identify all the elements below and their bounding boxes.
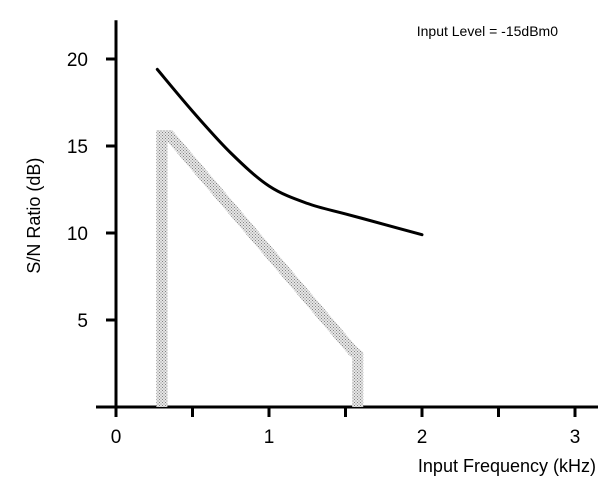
y-tick-label: 20 [67, 50, 88, 71]
labels: 0 1 2 3 5 10 15 20 Input Frequency (kHz) S/N Rati… [24, 23, 596, 476]
x-tick-label: 1 [264, 427, 275, 448]
input-level-annotation: Input Level = -15dBm0 [417, 23, 558, 39]
y-tick-label: 5 [77, 311, 88, 332]
axes [96, 20, 598, 417]
y-tick-label: 10 [67, 224, 88, 245]
x-tick-label: 2 [417, 427, 428, 448]
series-layer [155, 67, 424, 407]
x-tick-label: 3 [570, 427, 581, 448]
x-tick-label: 0 [111, 427, 122, 448]
stippled-band-series [156, 130, 364, 407]
sn-curve-series [155, 67, 424, 237]
y-tick-label: 15 [67, 137, 88, 158]
x-axis-title: Input Frequency (kHz) [418, 456, 596, 476]
y-axis-title: S/N Ratio (dB) [24, 158, 44, 274]
stippled-band-shade [156, 130, 364, 407]
